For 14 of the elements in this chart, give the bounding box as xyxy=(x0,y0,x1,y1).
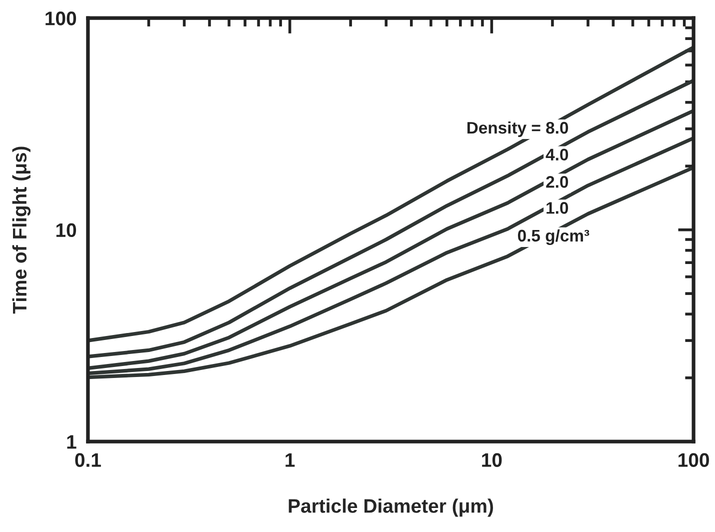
series-label: Density = 8.0 xyxy=(467,121,568,137)
x-tick-label: 1 xyxy=(286,453,295,467)
x-tick-label: 0.1 xyxy=(75,453,101,467)
x-tick-label: 100 xyxy=(678,453,709,467)
x-tick-label: 10 xyxy=(482,453,502,467)
series-label: 1.0 xyxy=(546,202,568,214)
y-tick-label: 10 xyxy=(56,223,76,238)
y-axis-title: Time of Flight (μs) xyxy=(12,146,31,314)
series-label: 2.0 xyxy=(546,176,568,188)
y-tick-label: 1 xyxy=(67,435,76,449)
series-label: 0.5 g/cm³ xyxy=(518,229,590,245)
y-tick-label: 100 xyxy=(46,12,76,26)
series-label: 4.0 xyxy=(546,148,568,161)
x-axis-title: Particle Diameter (μm) xyxy=(288,498,493,517)
